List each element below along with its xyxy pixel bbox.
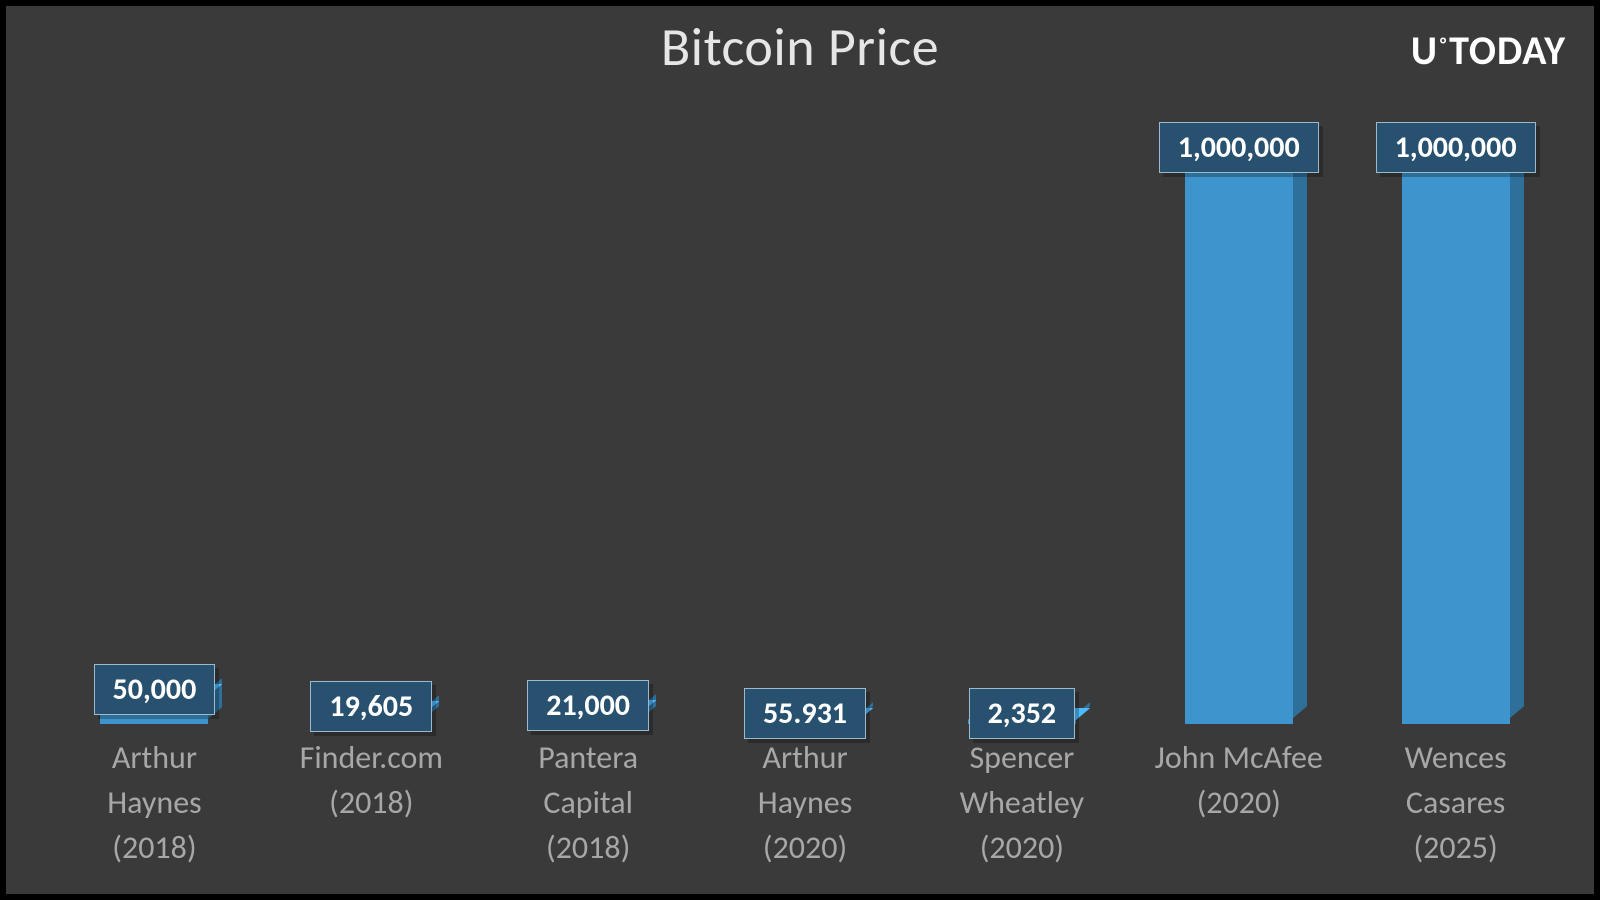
- logo-part-2: TODAY: [1449, 26, 1566, 75]
- x-axis-label: John McAfee (2020): [1130, 726, 1347, 894]
- bar-column: 2,352: [913, 96, 1130, 724]
- x-axis: Arthur Haynes (2018)Finder.com (2018)Pan…: [46, 726, 1564, 894]
- x-axis-label: Finder.com (2018): [263, 726, 480, 894]
- data-label: 1,000,000: [1159, 122, 1319, 173]
- x-axis-label: Arthur Haynes (2020): [697, 726, 914, 894]
- bar-column: 50,000: [46, 96, 263, 724]
- data-label: 2,352: [969, 688, 1076, 739]
- data-label: 50,000: [94, 664, 216, 715]
- x-axis-label: Spencer Wheatley (2020): [913, 726, 1130, 894]
- plot-area: 50,000 19,60521,00055.9312,352 1,000,000 1,…: [46, 96, 1564, 724]
- chart-title: Bitcoin Price: [6, 14, 1594, 80]
- brand-logo: U°TODAY: [1411, 26, 1566, 75]
- data-label: 19,605: [310, 681, 432, 732]
- bar: [1402, 154, 1510, 724]
- bar-column: 55.931: [697, 96, 914, 724]
- data-label: 21,000: [527, 680, 649, 731]
- logo-part-1: U: [1411, 26, 1438, 75]
- x-axis-label: Pantera Capital (2018): [480, 726, 697, 894]
- data-label: 1,000,000: [1376, 122, 1536, 173]
- bar-column: 21,000: [480, 96, 697, 724]
- chart-area: Bitcoin Price U°TODAY 50,00019,60521,000…: [6, 6, 1594, 894]
- x-axis-label: Wences Casares (2025): [1347, 726, 1564, 894]
- bar-column: 1,000,000: [1130, 96, 1347, 724]
- bar-column: 1,000,000: [1347, 96, 1564, 724]
- chart-frame: Bitcoin Price U°TODAY 50,00019,60521,000…: [0, 0, 1600, 900]
- bar-column: 19,605: [263, 96, 480, 724]
- x-axis-label: Arthur Haynes (2018): [46, 726, 263, 894]
- data-label: 55.931: [744, 688, 866, 739]
- bar: [1185, 154, 1293, 724]
